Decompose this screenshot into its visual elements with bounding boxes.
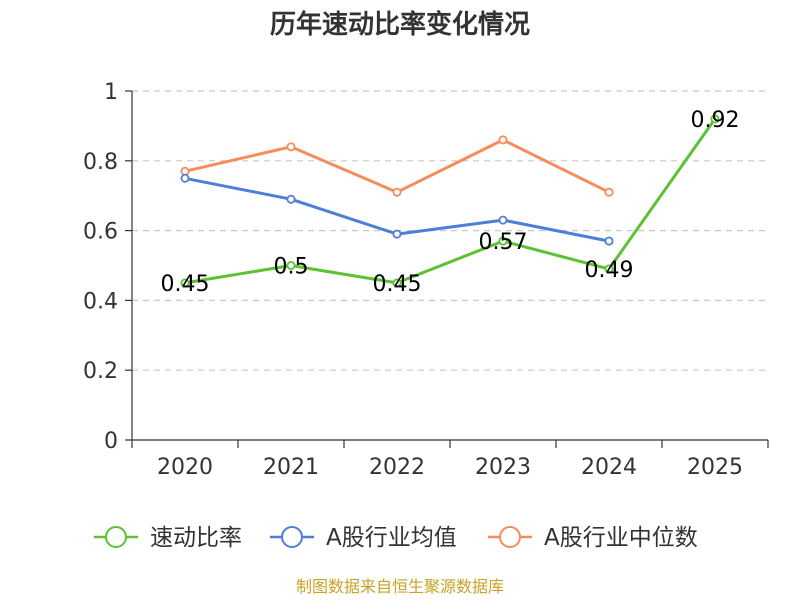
data-point <box>392 229 402 239</box>
legend-marker <box>281 526 303 548</box>
data-label: 0.49 <box>585 258 634 283</box>
x-tick-label: 2022 <box>369 455 425 480</box>
x-tick-label: 2020 <box>157 455 213 480</box>
data-point <box>392 187 402 197</box>
data-label: 0.45 <box>373 272 422 297</box>
legend-label: 速动比率 <box>150 525 242 551</box>
legend-label: A股行业中位数 <box>544 525 698 551</box>
y-tick-label: 1 <box>104 80 118 105</box>
grid-lines <box>132 90 768 371</box>
legend-marker <box>105 526 127 548</box>
data-point <box>498 135 508 145</box>
x-tick-label: 2021 <box>263 455 319 480</box>
chart-title: 历年速动比率变化情况 <box>270 9 530 40</box>
data-label: 0.45 <box>161 272 210 297</box>
data-point <box>604 236 614 246</box>
data-point <box>710 114 720 124</box>
data-label: 0.92 <box>691 108 740 133</box>
data-point <box>498 236 508 246</box>
y-tick-label: 0.4 <box>83 289 118 314</box>
x-tick-label: 2025 <box>687 455 743 480</box>
data-point <box>286 142 296 152</box>
x-tick-label: 2024 <box>581 455 637 480</box>
legend-label: A股行业均值 <box>326 525 457 551</box>
data-label: 0.5 <box>274 255 309 280</box>
data-point <box>498 215 508 225</box>
data-point <box>286 260 296 270</box>
y-tick-label: 0 <box>104 429 118 454</box>
x-tick-label: 2023 <box>475 455 531 480</box>
data-point <box>286 194 296 204</box>
source-note: 制图数据来自恒生聚源数据库 <box>296 577 504 596</box>
series-line <box>184 138 610 194</box>
series-line <box>184 118 717 285</box>
data-point <box>392 278 402 288</box>
y-tick-label: 0.6 <box>83 220 118 245</box>
legend-marker <box>499 526 521 548</box>
data-labels: 0.45 0.5 0.45 0.57 0.49 0.92 <box>161 108 740 297</box>
legend: 速动比率 A股行业均值 A股行业中位数 <box>94 525 698 551</box>
data-point <box>604 264 614 274</box>
data-label: 0.57 <box>479 230 528 255</box>
data-point <box>180 278 190 288</box>
axes: 0 0.2 0.4 0.6 0.8 1 2020 2021 2022 2023 2024 2025 <box>83 80 769 480</box>
y-tick-label: 0.2 <box>83 359 118 384</box>
y-tick-label: 0.8 <box>83 150 118 175</box>
series-lines <box>180 114 720 288</box>
data-point <box>180 173 190 183</box>
data-point <box>604 187 614 197</box>
